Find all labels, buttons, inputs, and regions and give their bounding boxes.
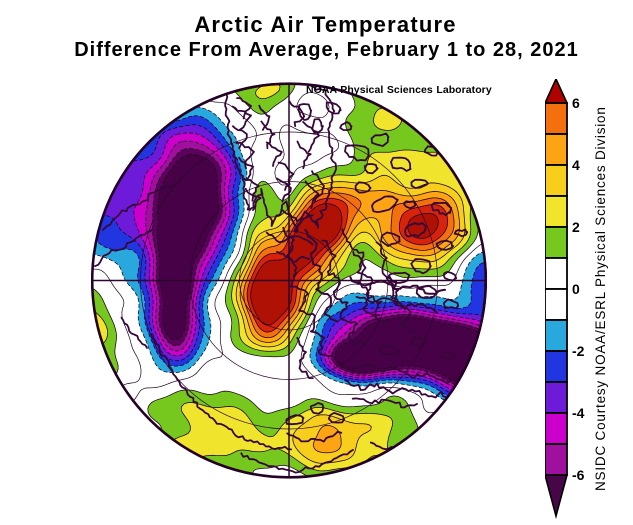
svg-text:-2: -2 [572, 343, 585, 359]
svg-text:-6: -6 [572, 467, 585, 483]
svg-text:4: 4 [572, 157, 580, 173]
svg-text:6: 6 [572, 95, 580, 111]
svg-text:2: 2 [572, 219, 580, 235]
svg-text:-4: -4 [572, 405, 585, 421]
svg-text:0: 0 [572, 281, 580, 297]
